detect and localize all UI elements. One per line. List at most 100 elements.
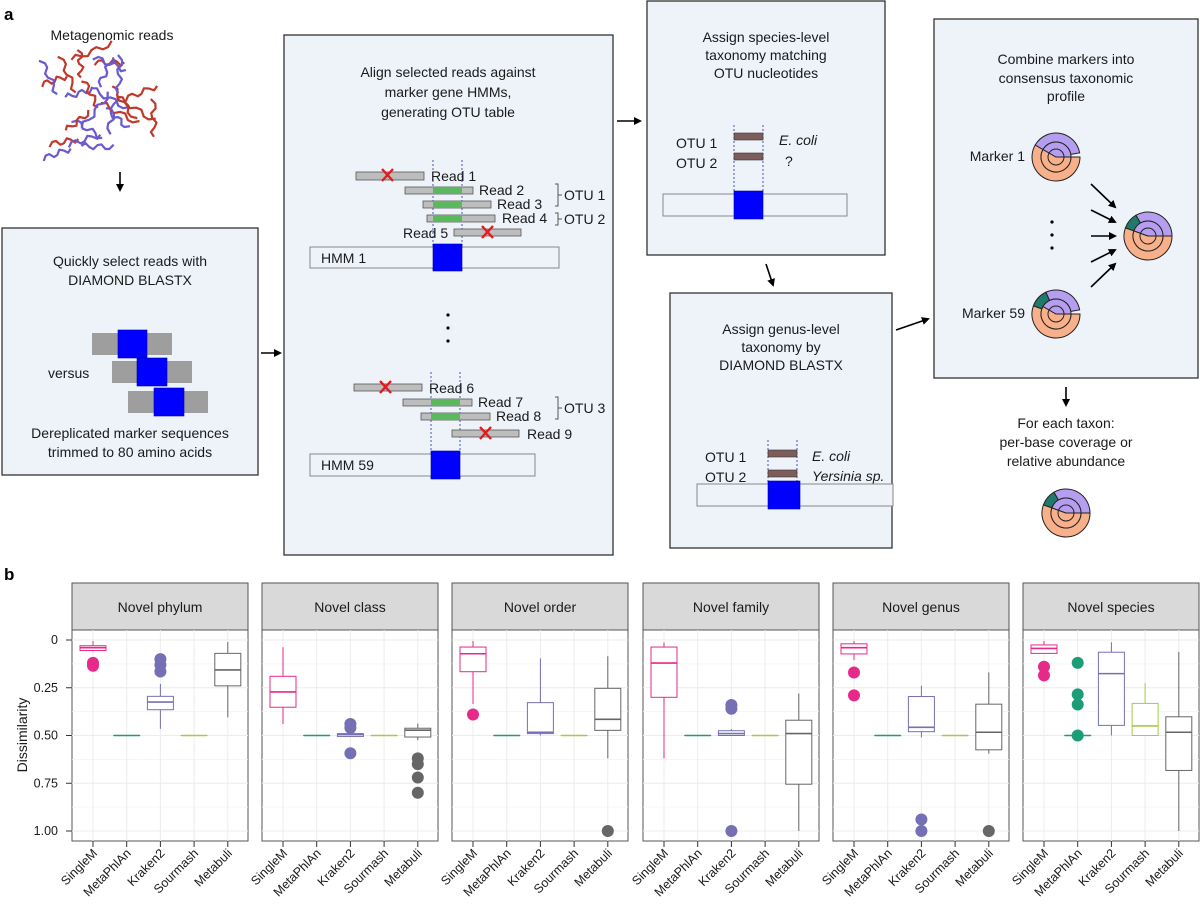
read-label: Read 5 (403, 225, 448, 241)
box-kraken2 (907, 685, 935, 837)
step5-title-3: profile (1047, 88, 1085, 104)
box-metaphlan (1064, 656, 1092, 742)
box-singlem (650, 642, 678, 759)
y-tick-label: 0.50 (34, 729, 58, 743)
step2-title-2: marker gene HMMs, (385, 84, 512, 100)
read-squiggle (90, 87, 131, 110)
rejected-x-icon (381, 168, 394, 182)
otu-label: OTU 2 (564, 211, 605, 227)
hmm-label: HMM 59 (321, 457, 374, 473)
step3-box: Assign species-level taxonomy matching O… (646, 0, 886, 256)
read-squiggle (114, 54, 124, 94)
outlier-point (1038, 660, 1050, 673)
otu-label: OTU 2 (705, 469, 746, 485)
outlier-point (344, 721, 357, 734)
otu-label: OTU 1 (564, 187, 605, 203)
panel-b-label: b (4, 565, 14, 584)
box-kraken2 (1097, 642, 1125, 736)
outlier-point (725, 702, 738, 715)
box-metabuli (404, 723, 432, 799)
otu-label: OTU 2 (676, 155, 717, 171)
donut-charts (1031, 132, 1173, 538)
read-squiggle (80, 142, 115, 151)
box-kraken2 (526, 658, 554, 736)
read-label: Read 7 (478, 394, 523, 410)
otu-label: OTU 3 (564, 400, 605, 416)
metagenomic-reads-illustration (38, 40, 159, 162)
outlier-point (1071, 698, 1084, 711)
step1-title-2: DIAMOND BLASTX (68, 272, 192, 288)
read-squiggle (71, 119, 103, 140)
step4-title-2: taxonomy by (741, 339, 820, 355)
x-tick-label: Metabuli (1143, 846, 1186, 889)
facet-novel-class: Novel classSingleMMetaPhlAnKraken2Sourma… (248, 582, 439, 899)
outlier-point (982, 825, 995, 837)
assignment-label: E. coli (779, 132, 818, 148)
output-line-1: For each taxon: (1017, 415, 1114, 431)
box-iqr (1165, 716, 1193, 771)
rejected-x-icon (379, 380, 392, 394)
x-tick-label: Metabuli (763, 846, 806, 889)
step5-title-2: consensus taxonomic (999, 70, 1134, 86)
x-tick-label: Metabuli (572, 846, 615, 889)
read-label: Read 6 (429, 380, 474, 396)
box-kraken2 (336, 718, 364, 760)
step1-title-1: Quickly select reads with (53, 253, 207, 269)
arrow-right-3 (895, 317, 930, 331)
facet-novel-phylum: Novel phylumSingleMMetaPhlAnKraken2Sourm… (58, 582, 249, 899)
box-singlem (269, 647, 297, 725)
step2-title-1: Align selected reads against (360, 64, 535, 80)
read-squiggle (100, 101, 140, 124)
box-kraken2 (146, 653, 174, 729)
step4-box: Assign genus-level taxonomy by DIAMOND B… (669, 292, 894, 549)
step4-title-1: Assign genus-level (722, 321, 840, 337)
read-squiggle (38, 59, 58, 96)
read-squiggle (67, 134, 102, 148)
outlier-point (1038, 669, 1050, 682)
box-metabuli (214, 641, 242, 718)
facet-title: Novel class (314, 599, 386, 615)
box-iqr (526, 702, 554, 735)
y-axis-label: Dissimilarity (14, 698, 30, 773)
hmm-label: HMM 1 (321, 250, 366, 266)
read-squiggle (76, 49, 85, 79)
outlier-point (915, 825, 928, 837)
facet-title: Novel species (1067, 599, 1154, 615)
rejected-x-icon (481, 225, 494, 239)
donut-ring (1057, 504, 1075, 522)
box-iqr (594, 687, 622, 731)
read-squiggle (80, 91, 109, 129)
facet-novel-order: Novel orderSingleMMetaPhlAnKraken2Sourma… (438, 582, 629, 899)
assignment-label: Yersinia sp. (812, 468, 884, 484)
facet-strip (832, 582, 1010, 631)
y-tick-label: 0 (51, 633, 58, 647)
facet-novel-species: Novel speciesSingleMMetaPhlAnKraken2Sour… (1009, 582, 1200, 899)
output-line-2: per-base coverage or (999, 434, 1132, 450)
rejected-x-icon (479, 426, 492, 440)
facet-title: Novel family (693, 599, 769, 615)
outlier-point (725, 825, 738, 837)
box-iqr (146, 695, 174, 711)
box-iqr (459, 646, 487, 673)
read-squiggle (42, 148, 72, 162)
box-iqr (907, 696, 935, 733)
outlier-point (1071, 656, 1084, 669)
donut-segment (1132, 230, 1164, 252)
x-tick-label: Metabuli (953, 846, 996, 889)
panel-a-label: a (4, 5, 14, 24)
outlier-point (411, 771, 424, 784)
x-tick-label: Metabuli (382, 846, 425, 889)
y-tick-label: 1.00 (34, 824, 58, 838)
versus-label: versus (48, 365, 89, 381)
read-squiggle (97, 57, 115, 88)
box-iqr (1097, 651, 1125, 726)
step1-box: Quickly select reads with DIAMOND BLASTX… (1, 227, 259, 476)
box-iqr (650, 646, 678, 698)
outlier-point (1071, 729, 1084, 742)
facet-strip (1022, 582, 1200, 631)
box-iqr (785, 719, 813, 785)
read-label: Read 1 (431, 168, 476, 184)
step1-caption-2: trimmed to 80 amino acids (48, 444, 212, 460)
box-singlem (79, 640, 107, 672)
